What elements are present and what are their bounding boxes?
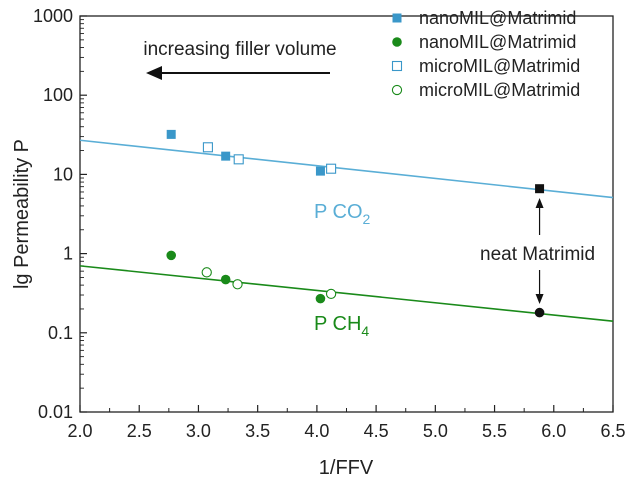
- fit-line: [79, 265, 614, 323]
- neat-matrimid-label: neat Matrimid: [480, 244, 595, 265]
- data-point: [166, 250, 177, 261]
- y-tick-label: 0.1: [48, 323, 73, 343]
- fit-line-label: P CO2: [314, 201, 371, 227]
- data-point: [166, 129, 176, 139]
- legend-marker: [391, 60, 403, 72]
- data-point: [326, 163, 337, 174]
- legend-marker: [392, 37, 402, 47]
- data-point: [202, 142, 213, 153]
- legend-marker: [392, 13, 402, 23]
- legend-label: microMIL@Matrimid: [419, 56, 580, 76]
- y-tick-label: 1: [63, 244, 73, 264]
- neat-arrow-up-head: [535, 198, 544, 208]
- legend-label: nanoMIL@Matrimid: [419, 32, 576, 52]
- direction-arrow-head: [146, 66, 162, 80]
- data-point: [315, 293, 326, 304]
- neat-arrow-down-head: [535, 294, 544, 304]
- x-tick-label: 2.0: [67, 421, 92, 441]
- data-point: [232, 279, 243, 290]
- legend: nanoMIL@Matrimid nanoMIL@Matrimid microMIL…: [391, 8, 580, 100]
- data-point: [325, 288, 337, 300]
- annotations: increasing filler volume neat Matrimid: [143, 39, 595, 304]
- data-markers: [166, 129, 545, 318]
- data-point: [201, 267, 212, 278]
- neat-matrimid-point: [534, 307, 545, 318]
- legend-label: microMIL@Matrimid: [419, 80, 580, 100]
- x-tick-label: 2.5: [127, 421, 152, 441]
- x-tick-label: 3.0: [186, 421, 211, 441]
- y-tick-label: 1000: [33, 6, 73, 26]
- x-tick-label: 5.5: [482, 421, 507, 441]
- data-point: [220, 274, 231, 285]
- x-tick-label: 5.0: [423, 421, 448, 441]
- x-tick-label: 3.5: [245, 421, 270, 441]
- y-tick-label: 100: [43, 85, 73, 105]
- y-tick-label: 10: [53, 164, 73, 184]
- fit-lines: P CO2 P CH4: [79, 139, 614, 339]
- axis-ticks: 2.0 2.5 3.0 3.5 4.0 4.5 5.0 5.5 6.0 6.5 0.01 0.1 1 10…: [33, 6, 626, 441]
- data-point: [221, 151, 231, 161]
- legend-label: nanoMIL@Matrimid: [419, 8, 576, 28]
- y-tick-label: 0.01: [38, 402, 73, 422]
- x-tick-label: 6.5: [600, 421, 625, 441]
- data-point: [315, 166, 325, 176]
- x-tick-label: 4.5: [364, 421, 389, 441]
- data-point: [233, 154, 244, 165]
- fit-line: [79, 139, 614, 199]
- x-tick-label: 6.0: [541, 421, 566, 441]
- x-axis-title: 1/FFV: [319, 457, 374, 479]
- y-axis-title: lg Permeability P: [11, 139, 33, 289]
- fit-line-label: P CH4: [314, 313, 369, 339]
- direction-label: increasing filler volume: [143, 39, 336, 60]
- x-tick-label: 4.0: [304, 421, 329, 441]
- legend-marker: [391, 84, 403, 96]
- neat-matrimid-point: [535, 184, 545, 194]
